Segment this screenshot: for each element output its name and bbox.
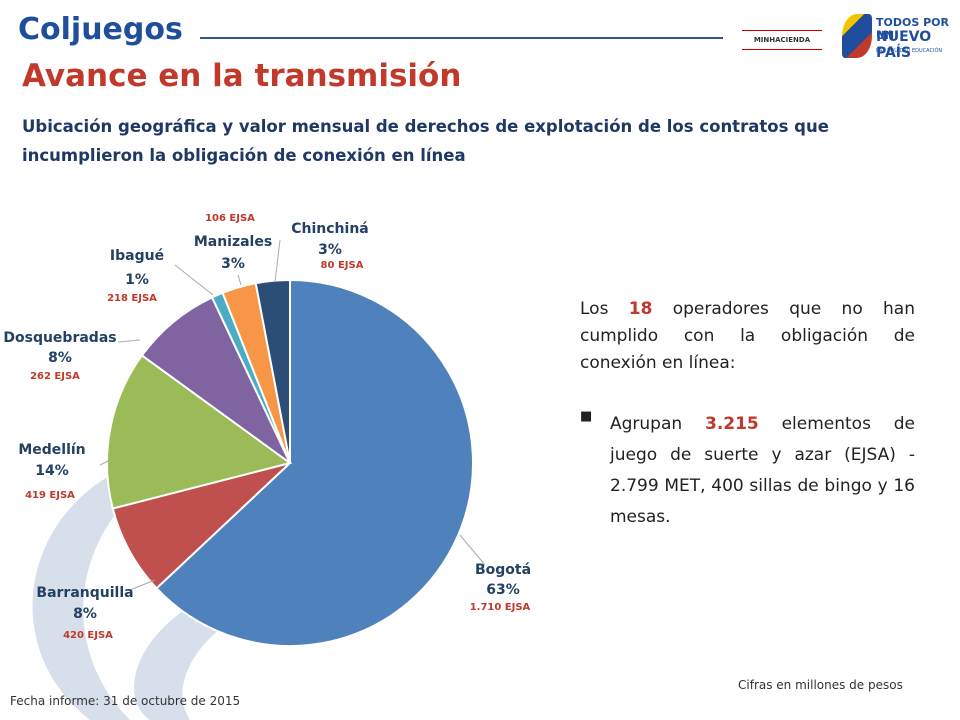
- slice-value-label: 63%: [486, 582, 520, 598]
- slice-label: Dosquebradas: [3, 330, 116, 346]
- slice-annotation: 218 EJSA: [107, 293, 157, 304]
- slice-value-label: 3%: [221, 256, 245, 272]
- slice-annotation: 80 EJSA: [321, 260, 364, 271]
- slice-label: Chinchiná: [291, 221, 369, 237]
- slice-value-label: 14%: [35, 463, 69, 479]
- pie-slice: [140, 296, 291, 464]
- slice-value-label: 1%: [125, 272, 149, 288]
- decor-swoosh: [134, 600, 250, 720]
- slice-label: Manizales: [194, 234, 272, 250]
- logo: Coljuegos: [18, 12, 183, 47]
- slice-annotation: 106 EJSA: [205, 213, 255, 224]
- pie-slice: [111, 462, 291, 590]
- text: Los: [580, 299, 609, 319]
- slice-value-label: 8%: [73, 606, 97, 622]
- highlight: 3.215: [704, 414, 759, 434]
- slice-value-label: 8%: [48, 350, 72, 366]
- country-logo-mark: [842, 14, 872, 58]
- pie-slice: [155, 278, 474, 647]
- leader-line: [174, 264, 214, 296]
- subtitle: Ubicación geográfica y valor mensual de …: [22, 117, 829, 165]
- footer-date: Fecha informe: 31 de octubre de 2015: [10, 694, 241, 708]
- header-rule: [200, 37, 723, 39]
- leader-line: [237, 274, 242, 286]
- summary-bullet: Agrupan 3.215 elementos de juego de suer…: [610, 409, 915, 533]
- slice-label: Ibagué: [110, 248, 164, 264]
- slice-label: Barranquilla: [36, 585, 133, 601]
- leader-line: [99, 459, 111, 466]
- title: Avance en la transmisión: [22, 58, 462, 94]
- decor-swoosh: [32, 470, 150, 720]
- bullet-mark: ■: [580, 409, 593, 424]
- slice-label: Medellín: [18, 442, 85, 458]
- leader-line: [459, 534, 486, 566]
- slice-value-label: 3%: [318, 242, 342, 258]
- slice-annotation: 262 EJSA: [30, 371, 80, 382]
- leader-line: [117, 339, 141, 343]
- pie-slice: [106, 354, 293, 510]
- summary-intro: Los 18 operadores que no han cumplido co…: [580, 296, 915, 377]
- slice-annotation: 420 EJSA: [63, 630, 113, 641]
- text: operadores que no han cumplido con la ob…: [580, 299, 916, 373]
- text: Agrupan: [610, 414, 683, 434]
- text: elementos de juego de suerte y azar (EJS…: [610, 414, 915, 527]
- leader-line: [274, 239, 281, 283]
- slice-annotation: 419 EJSA: [25, 490, 75, 501]
- slogan-top: TODOS POR UN: [876, 16, 949, 42]
- slogan-main: NUEVO PAÍS: [876, 29, 932, 61]
- slogan-sub: PAZ EQUIDAD EDUCACIÓN: [876, 48, 943, 54]
- ministry-logo: MINHACIENDA: [742, 30, 822, 50]
- footer-note: Cifras en millones de pesos: [738, 678, 903, 692]
- leader-line: [129, 579, 156, 591]
- slice-annotation: 1.710 EJSA: [470, 602, 531, 613]
- slice-label: Bogotá: [475, 562, 531, 578]
- pie-slice: [254, 278, 291, 464]
- highlight: 18: [628, 299, 653, 319]
